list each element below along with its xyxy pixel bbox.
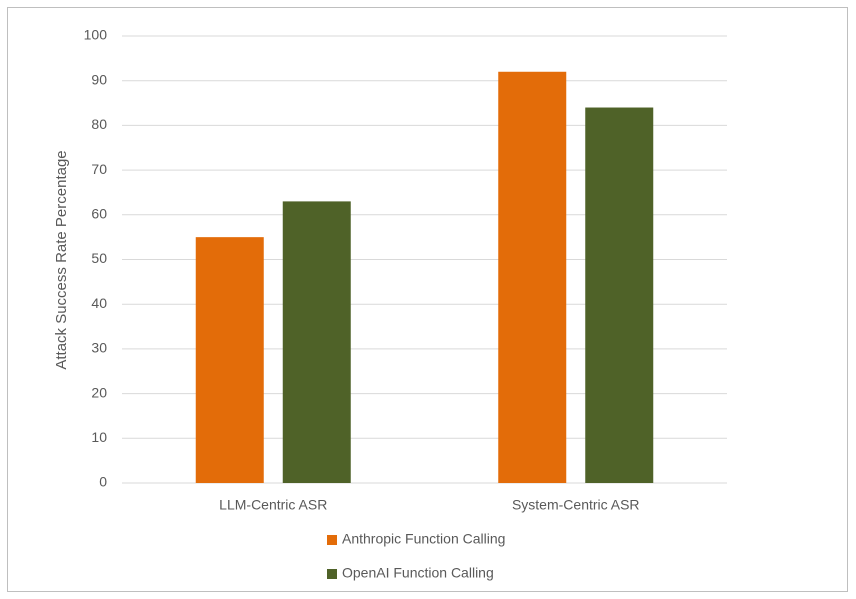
y-tick-label: 10 (91, 429, 107, 445)
x-tick-label: LLM-Centric ASR (219, 497, 327, 513)
y-tick-label: 20 (91, 384, 107, 400)
bar (585, 107, 654, 484)
y-tick-label: 0 (99, 474, 107, 490)
bar (498, 71, 567, 483)
bar (282, 201, 351, 483)
legend-swatch (327, 535, 337, 545)
bar (195, 237, 264, 483)
legend-label: OpenAI Function Calling (342, 565, 494, 581)
y-tick-label: 70 (91, 161, 107, 177)
legend-label: Anthropic Function Calling (342, 531, 505, 547)
x-tick-label: System-Centric ASR (512, 497, 640, 513)
y-tick-label: 40 (91, 295, 107, 311)
chart-frame (7, 7, 848, 592)
y-tick-label: 50 (91, 250, 107, 266)
y-tick-label: 60 (91, 206, 107, 222)
y-tick-label: 90 (91, 71, 107, 87)
y-tick-label: 30 (91, 340, 107, 356)
legend-swatch (327, 569, 337, 579)
y-axis-label: Attack Success Rate Percentage (53, 150, 70, 369)
y-tick-label: 100 (84, 27, 108, 43)
y-tick-label: 80 (91, 116, 107, 132)
